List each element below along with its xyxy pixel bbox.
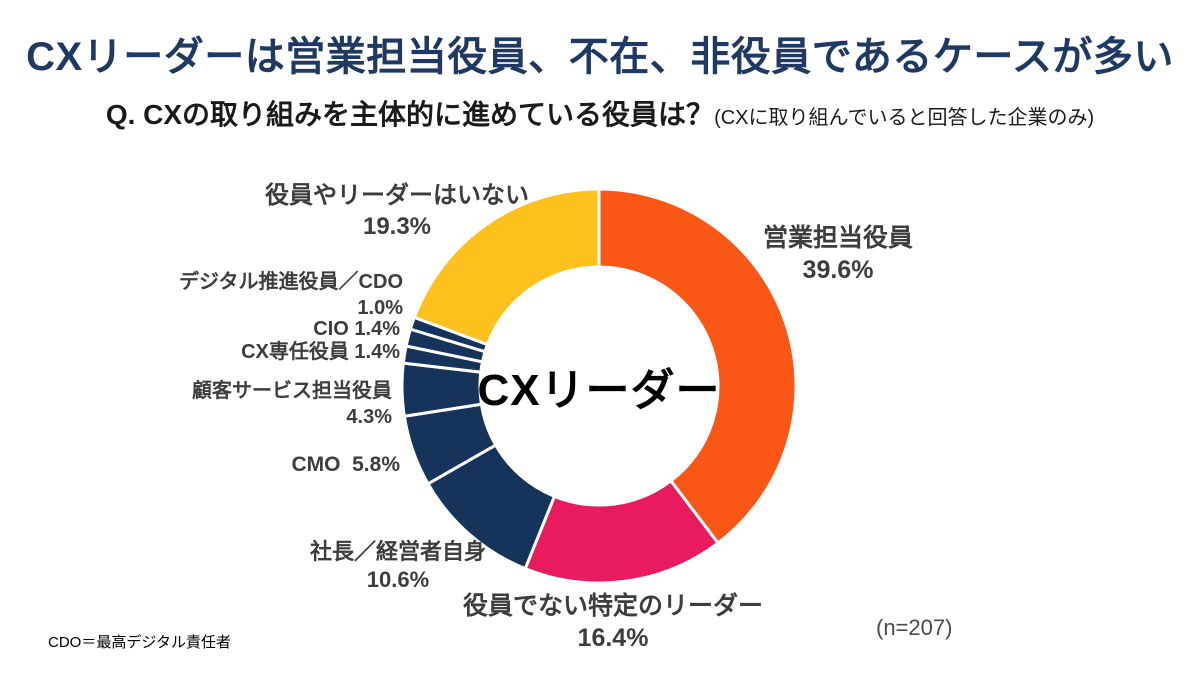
segment-label-7: デジタル推進役員／CDO 1.0%: [179, 270, 403, 321]
segment-name: 顧客サービス担当役員: [192, 380, 392, 402]
segment-name: デジタル推進役員／CDO: [178, 271, 403, 293]
segment-label-8: 役員やリーダーはいない 19.3%: [265, 181, 529, 242]
question-line: Q. CXの取り組みを主体的に進めている役員は？(CXに取り組んでいると回答した…: [0, 93, 1200, 133]
segment-label-0: 営業担当役員 39.6%: [763, 222, 913, 286]
segment-value: 10.6%: [366, 567, 430, 593]
footnote-cdo-definition: CDO＝最高デジタル責任者: [48, 634, 232, 651]
pie-segment-0: [597, 187, 798, 546]
segment-value: 1.0%: [357, 296, 403, 319]
segment-label-4: 顧客サービス担当役員 4.3%: [192, 379, 392, 430]
segment-value: 16.4%: [577, 624, 649, 652]
segment-value: 39.6%: [802, 256, 874, 284]
segment-name: 営業担当役員: [762, 224, 914, 252]
donut-center-label: CXリーダー: [477, 366, 721, 415]
segment-value: 4.3%: [346, 405, 392, 428]
slide-title: CXリーダーは営業担当役員、不在、非役員であるケースが多い: [26, 35, 1174, 79]
question-note: (CXに取り組んでいると回答した企業のみ): [714, 107, 1095, 129]
segment-name: 社長／経営者自身: [309, 539, 487, 564]
segment-name: 役員でない特定のリーダー: [462, 592, 764, 620]
sample-size-note: (n=207): [876, 615, 953, 640]
donut-chart: [400, 187, 798, 585]
segment-label-6: CIO 1.4%: [313, 318, 400, 340]
segment-value: 19.3%: [362, 212, 432, 240]
segment-label-1: 役員でない特定のリーダー 16.4%: [463, 590, 763, 654]
question-text: Q. CXの取り組みを主体的に進めている役員は？: [105, 99, 715, 130]
segment-label-3: CMO 5.8%: [291, 453, 400, 476]
segment-label-5: CX専任役員 1.4%: [241, 341, 400, 363]
pie-segment-8: [412, 187, 601, 347]
segment-name: 役員やリーダーはいない: [265, 182, 529, 209]
segment-label-2: 社長／経営者自身 10.6%: [310, 538, 486, 594]
